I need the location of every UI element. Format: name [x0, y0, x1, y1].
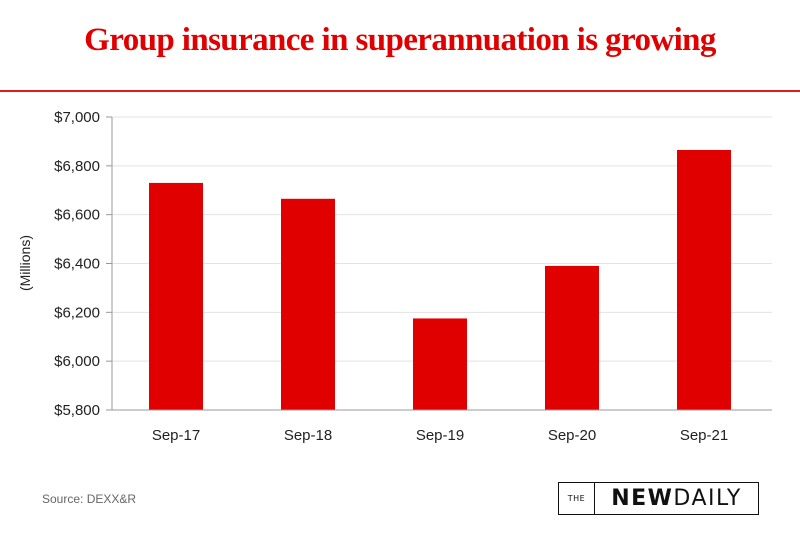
- y-tick-label: $5,800: [54, 402, 100, 419]
- chart-title: Group insurance in superannuation is gro…: [84, 22, 716, 58]
- bar-sep-19: [413, 318, 467, 410]
- x-tick-label: Sep-18: [284, 427, 332, 444]
- y-axis-label: (Millions): [17, 235, 33, 291]
- source-note: Source: DEXX&R: [42, 492, 137, 506]
- y-tick-label: $6,000: [54, 353, 100, 370]
- y-tick-labels: $5,800 $6,000 $6,200 $6,400 $6,600 $6,800 $7,0…: [54, 109, 100, 419]
- logo-the-text: THE: [559, 483, 595, 514]
- bars: [149, 149, 731, 410]
- y-tick-label: $6,600: [54, 207, 100, 224]
- x-tick-label: Sep-17: [152, 427, 200, 444]
- newdaily-logo: THE NEW DAILY: [558, 482, 759, 515]
- logo-daily-text: DAILY: [673, 486, 742, 511]
- bar-sep-21: [677, 149, 731, 410]
- x-tick-label: Sep-21: [680, 427, 728, 444]
- logo-wordmark: NEW DAILY: [595, 483, 758, 514]
- bar-sep-18: [281, 198, 335, 410]
- x-tick-label: Sep-20: [548, 427, 596, 444]
- axes: [106, 116, 772, 411]
- logo-new-text: NEW: [611, 486, 674, 511]
- y-tick-label: $6,800: [54, 158, 100, 175]
- x-tick-label: Sep-19: [416, 427, 464, 444]
- y-tick-label: $6,200: [54, 304, 100, 321]
- bar-sep-20: [545, 265, 599, 410]
- y-tick-label: $6,400: [54, 256, 100, 273]
- x-tick-labels: Sep-17 Sep-18 Sep-19 Sep-20 Sep-21: [152, 427, 728, 444]
- bar-sep-17: [149, 182, 203, 410]
- y-tick-label: $7,000: [54, 109, 100, 126]
- title-divider: [0, 90, 800, 92]
